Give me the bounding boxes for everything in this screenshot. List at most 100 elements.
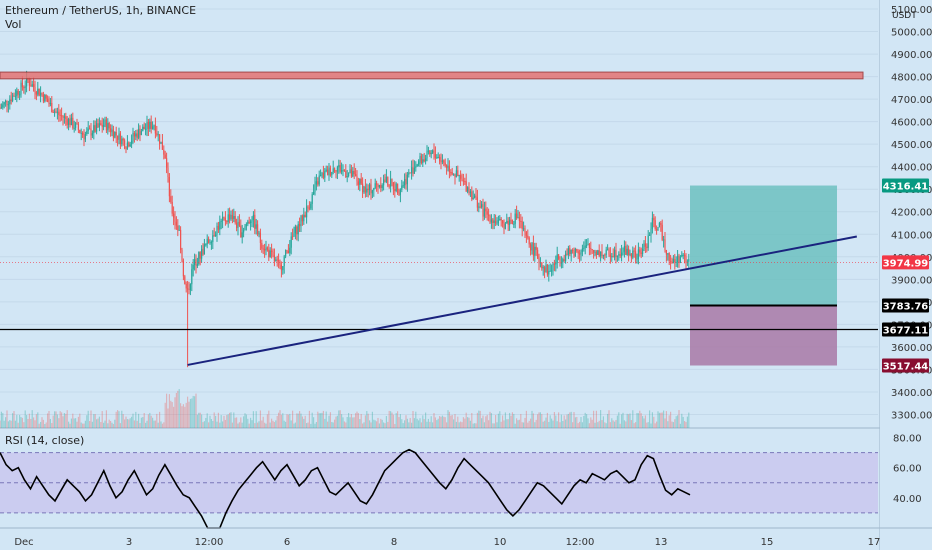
volume-bar — [117, 410, 119, 428]
volume-bar — [77, 416, 79, 428]
volume-bar — [418, 420, 420, 428]
candle-body — [286, 249, 288, 252]
volume-bar — [646, 422, 648, 428]
candle-body — [335, 171, 337, 173]
candle-body — [238, 221, 240, 226]
candle-body — [37, 88, 39, 95]
candle-body — [122, 138, 124, 141]
volume-bar — [331, 421, 333, 428]
candle-body — [149, 121, 151, 129]
candle-body — [343, 169, 345, 172]
volume-bar — [247, 418, 249, 428]
candle-body — [269, 250, 271, 258]
volume-bar — [297, 413, 299, 428]
volume-bar — [411, 422, 413, 428]
candle-body — [481, 204, 483, 208]
candle-body — [12, 95, 14, 102]
candle-body — [182, 260, 184, 277]
candle-body — [241, 232, 243, 238]
volume-bar — [469, 420, 471, 428]
volume-bar — [115, 411, 117, 428]
volume-bar — [65, 413, 67, 428]
support-price-tag-text: 3677.11 — [883, 326, 929, 337]
candle-body — [26, 77, 28, 87]
candle-body — [516, 213, 518, 219]
candle-body — [247, 221, 249, 225]
volume-bar — [537, 414, 539, 428]
candle-body — [111, 129, 113, 133]
candle-body — [398, 193, 400, 195]
candle-body — [117, 135, 119, 140]
volume-bar — [542, 421, 544, 428]
time-tick-label: 13 — [655, 537, 668, 548]
volume-bar — [665, 411, 667, 428]
volume-bar — [615, 419, 617, 428]
candle-body — [254, 214, 256, 229]
candle-body — [418, 161, 420, 165]
volume-bar — [322, 410, 324, 428]
volume-bar — [544, 420, 546, 428]
candle-body — [339, 165, 341, 172]
candle-body — [219, 221, 221, 230]
candle-body — [685, 256, 687, 263]
volume-bar — [619, 423, 621, 428]
candle-body — [363, 186, 365, 193]
volume-bar — [178, 389, 180, 428]
volume-bar — [499, 411, 501, 428]
volume-bar — [143, 412, 145, 428]
candle-body — [423, 159, 425, 162]
candle-body — [506, 220, 508, 224]
candle-body — [13, 95, 15, 97]
candle-body — [496, 223, 498, 225]
candle-body — [420, 156, 422, 164]
volume-bar — [455, 421, 457, 428]
candle-body — [153, 125, 155, 127]
candle-body — [413, 167, 415, 174]
candle-body — [563, 259, 565, 261]
candle-body — [616, 255, 618, 258]
candle-body — [262, 248, 264, 250]
candle-body — [194, 259, 196, 265]
candle-body — [133, 133, 135, 137]
candle-body — [168, 177, 170, 197]
candle-body — [44, 94, 46, 102]
candle-body — [370, 184, 372, 194]
symbol-title: Ethereum / TetherUS, 1h, BINANCE — [5, 4, 197, 17]
candle-body — [244, 226, 246, 231]
volume-bar — [54, 411, 56, 428]
volume-bar — [13, 411, 15, 428]
candle-body — [66, 118, 68, 125]
volume-bar — [591, 419, 593, 428]
volume-bar — [185, 402, 187, 428]
time-tick-label: 8 — [391, 537, 397, 548]
volume-bar — [688, 412, 690, 428]
candle-body — [374, 183, 376, 188]
candle-body — [437, 156, 439, 158]
candle-body — [178, 229, 180, 231]
volume-bar — [300, 413, 302, 428]
candle-body — [486, 211, 488, 215]
candle-body — [51, 102, 53, 112]
candle-body — [475, 195, 477, 198]
candle-body — [217, 225, 219, 230]
volume-bar — [482, 415, 484, 428]
volume-bar — [483, 422, 485, 428]
volume-bar — [278, 412, 280, 428]
volume-bar — [362, 423, 364, 428]
volume-bar — [9, 420, 11, 428]
candle-body — [166, 158, 168, 168]
volume-bar — [444, 417, 446, 428]
volume-bar — [287, 414, 289, 428]
volume-bar — [154, 420, 156, 428]
candle-body — [660, 223, 662, 225]
candle-body — [444, 162, 446, 166]
candle-body — [483, 208, 485, 217]
candle-body — [189, 284, 191, 291]
candle-body — [688, 259, 690, 262]
candle-body — [534, 246, 536, 256]
volume-bar — [62, 416, 64, 428]
volume-bar — [527, 422, 529, 428]
candle-body — [630, 253, 632, 258]
candle-body — [188, 289, 190, 291]
